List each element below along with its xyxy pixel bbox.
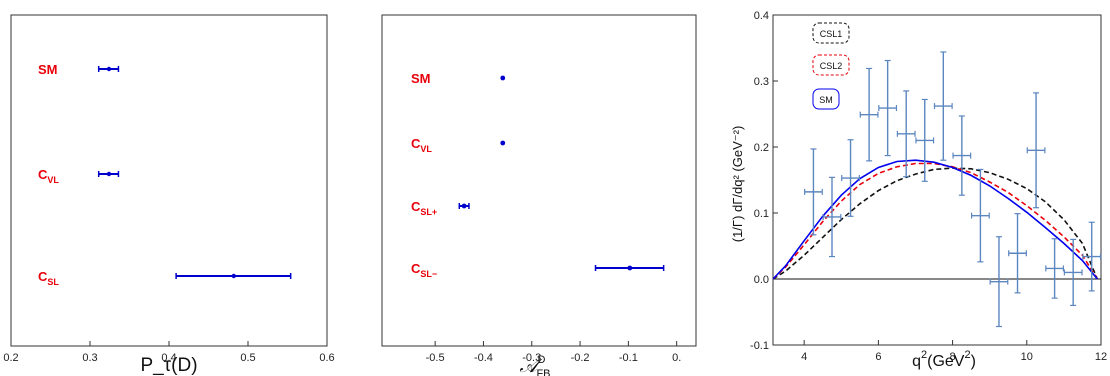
legend-box (812, 88, 840, 110)
x-axis-label: q2(GeV2) (912, 349, 976, 370)
y-tick-label: 0.0 (754, 274, 769, 286)
error-bars (97, 66, 292, 279)
x-axis-label-unit-sup: 2 (964, 349, 970, 361)
category-label: SM (411, 71, 431, 86)
x-axis-label-unit: (GeV (927, 353, 965, 370)
curve-sm (773, 159, 1098, 280)
category-label-main: SM (411, 71, 431, 86)
curves (773, 159, 1099, 280)
y-tick-label: 0.4 (754, 10, 769, 22)
x-tick-label: 0.4 (161, 352, 176, 364)
axes-ticks: 4 6 8 10 12 -0.1 0.0 0.1 0.2 0.3 0.4 (750, 10, 1107, 363)
x-tick-label: 0.6 (319, 352, 334, 364)
y-tick-label: 0.3 (754, 76, 769, 88)
x-tick-label: -0.5 (426, 352, 445, 364)
x-tick-label: -0.3 (522, 352, 541, 364)
x-axis-label-q: q (912, 353, 921, 370)
category-label: CSL+ (411, 199, 437, 217)
legend: CSL1 CSL2 SM (812, 22, 850, 110)
plot-frame (772, 14, 1102, 346)
x-tick-label: 0. (672, 352, 681, 364)
x-tick-label: 0.3 (82, 352, 97, 364)
y-axis-label: (1/Γ) dΓ/dq² (GeV⁻²) (730, 126, 745, 243)
category-label: CVL (38, 167, 59, 185)
category-label-sub: SL+ (420, 207, 437, 217)
data-point (106, 171, 112, 177)
error-bars (458, 75, 665, 271)
category-label: SM (38, 62, 58, 77)
category-label: CSL− (411, 261, 437, 279)
category-label-main: C (411, 136, 421, 151)
x-axis-label-close: ) (971, 353, 976, 370)
data-point (106, 66, 112, 72)
data-points (804, 51, 1102, 328)
category-label: CSL (38, 269, 59, 287)
category-label: CVL (411, 136, 432, 154)
legend-box (812, 22, 850, 44)
x-axis-label: P_τ(D) (140, 355, 197, 376)
y-tick-label: 0.2 (754, 142, 769, 154)
category-label-main: SM (38, 62, 58, 77)
category-label-main: C (38, 167, 48, 182)
legend-label: CSL1 (820, 29, 843, 39)
y-tick-label: -0.1 (750, 340, 769, 352)
x-tick-label: 4 (801, 351, 807, 363)
category-label-main: C (411, 199, 421, 214)
category-label-main: C (411, 261, 421, 276)
legend-label: SM (819, 95, 833, 105)
x-tick-label: 6 (875, 351, 881, 363)
x-tick-label: -0.2 (571, 352, 590, 364)
curve-csl1 (773, 167, 1099, 280)
x-axis-label: 𝒜D FB (520, 354, 551, 376)
category-label-sub: SL− (420, 269, 437, 279)
x-axis-ticks: -0.5 -0.4 -0.3 -0.2 -0.1 0. (426, 341, 681, 364)
curve-csl2 (773, 162, 1098, 280)
x-axis-label-sub: FB (536, 368, 550, 376)
x-tick-label: -0.1 (619, 352, 638, 364)
x-axis-label-sup: D (537, 354, 545, 366)
y-tick-label: 0.1 (754, 208, 769, 220)
data-point (627, 265, 633, 271)
plot-frame (381, 14, 697, 347)
x-tick-label: 0.2 (3, 352, 18, 364)
x-tick-label: 12 (1095, 351, 1107, 363)
data-point (500, 140, 506, 146)
legend-label: CSL2 (820, 61, 843, 71)
category-label-sub: SL (47, 277, 59, 287)
x-tick-label: 10 (1021, 351, 1033, 363)
data-point (461, 203, 467, 209)
category-label-sub: VL (47, 175, 59, 185)
category-label-main: C (38, 269, 48, 284)
x-axis-label-q-sup: 2 (921, 349, 927, 361)
x-tick-label: 0.5 (240, 352, 255, 364)
x-tick-label: -0.4 (474, 352, 493, 364)
category-label-sub: VL (420, 144, 432, 154)
data-point (500, 75, 506, 81)
x-tick-label: 8 (950, 351, 956, 363)
x-axis-label-main: P_τ(D) (140, 355, 197, 376)
data-point (231, 273, 236, 279)
legend-box (812, 54, 850, 76)
panel-distribution: 4 6 8 10 12 -0.1 0.0 0.1 0.2 0.3 0.4 CSL1 CSL2 SM (1… (730, 10, 1107, 370)
x-axis-ticks: 0.2 0.3 0.4 0.5 0.6 (3, 341, 335, 364)
